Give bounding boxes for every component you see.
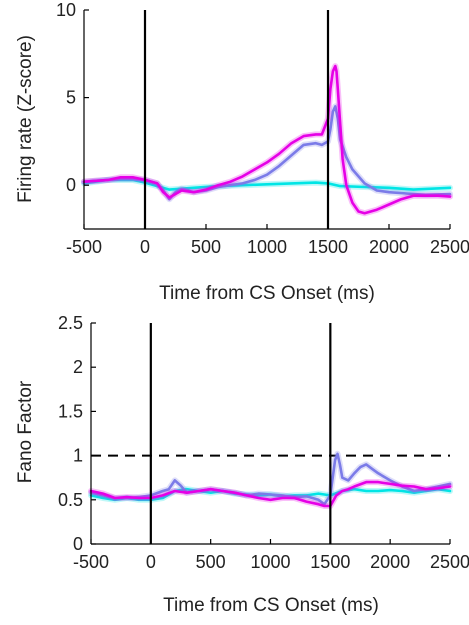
fano-factor-y-tick-label: 0 [73, 534, 83, 554]
fano-factor-x-tick-label: -500 [73, 552, 109, 572]
fano-factor-x-tick-label: 1000 [250, 552, 290, 572]
fano-factor-y-tick-label: 2.5 [58, 313, 83, 333]
firing-rate-x-axis-label: Time from CS Onset (ms) [159, 283, 375, 304]
firing-rate-y-tick-label: 5 [66, 88, 76, 108]
firing-rate-x-tick-label: 500 [191, 237, 221, 257]
fano-factor-x-axis-label: Time from CS Onset (ms) [163, 595, 379, 616]
fano-factor-plot-area [91, 323, 450, 544]
firing-rate-x-tick-label: -500 [66, 237, 102, 257]
fano-factor-x-tick-label: 1500 [310, 552, 350, 572]
firing-rate-y-tick-label: 0 [66, 175, 76, 195]
firing-rate-chart: -500 0 500 1000 1500 2000 2500 0 5 10 Time from C… [15, 0, 469, 304]
firing-rate-x-tick-label: 2500 [430, 237, 469, 257]
fano-factor-y-tick-label: 1 [73, 446, 83, 466]
fano-factor-y-tick-label: 2 [73, 357, 83, 377]
firing-rate-x-tick-label: 0 [140, 237, 150, 257]
fano-factor-y-tick-label: 1.5 [58, 401, 83, 421]
firing-rate-x-tick-label: 2000 [369, 237, 409, 257]
firing-rate-x-tick-label: 1500 [308, 237, 348, 257]
fano-factor-x-tick-label: 2000 [370, 552, 410, 572]
fano-factor-y-axis-label: Fano Factor [15, 380, 36, 483]
fano-factor-x-tick-label: 500 [196, 552, 226, 572]
firing-rate-axes: -500 0 500 1000 1500 2000 2500 0 5 10 [56, 0, 469, 257]
fano-factor-y-tick-label: 0.5 [58, 490, 83, 510]
firing-rate-x-tick-label: 1000 [247, 237, 287, 257]
firing-rate-plot-area [84, 10, 450, 229]
firing-rate-y-tick-label: 10 [56, 0, 76, 20]
fano-factor-x-tick-label: 0 [146, 552, 156, 572]
fano-factor-x-tick-label: 2500 [430, 552, 469, 572]
firing-rate-y-axis-label: Firing rate (Z-score) [15, 35, 36, 203]
